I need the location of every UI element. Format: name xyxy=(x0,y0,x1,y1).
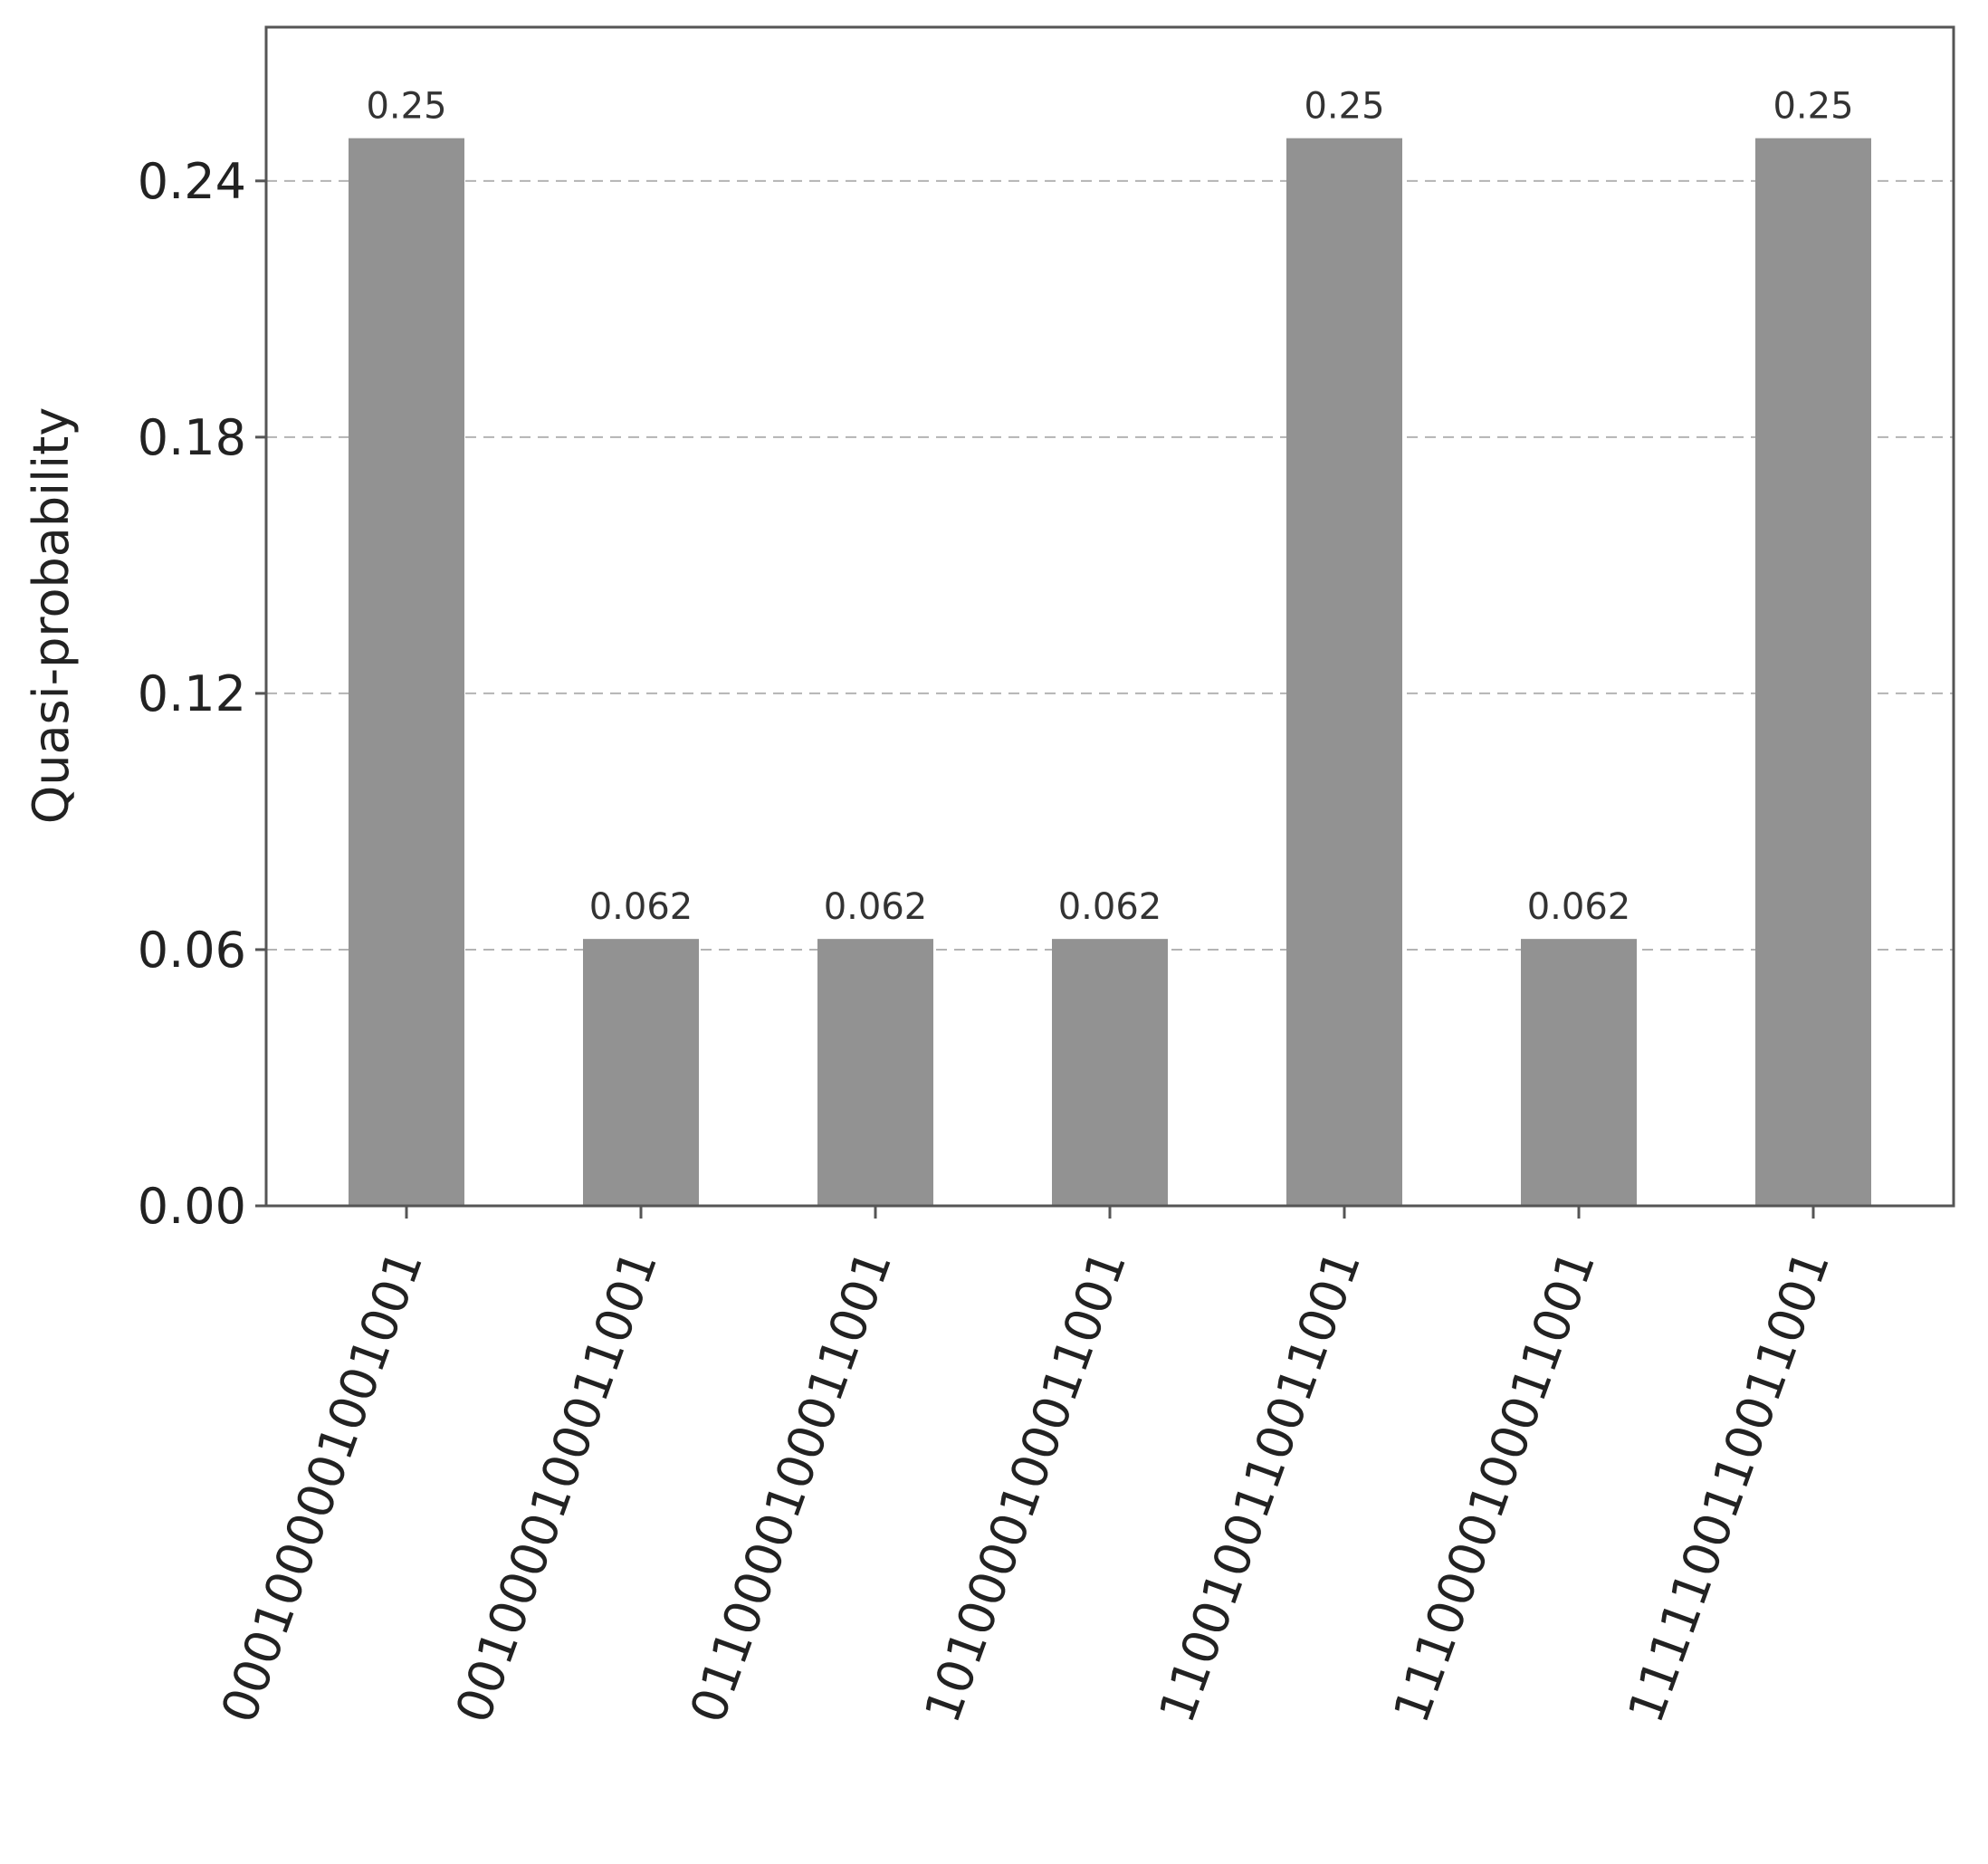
bar-value-label: 0.062 xyxy=(1058,886,1162,928)
data-labels: 0.25 0.062 0.062 0.062 0.25 0.062 0.25 xyxy=(366,86,1853,929)
bar-value-label: 0.25 xyxy=(1773,86,1853,128)
y-tick-label: 0.00 xyxy=(138,1178,246,1235)
bar xyxy=(349,138,464,1206)
y-tick-label: 0.24 xyxy=(138,153,246,210)
bar xyxy=(817,939,933,1206)
y-tick-label: 0.18 xyxy=(138,409,246,466)
x-tick-label: 1110000100011001 xyxy=(1382,1243,1606,1730)
x-tick-label: 0110000100011001 xyxy=(679,1243,903,1730)
bar-value-label: 0.25 xyxy=(1304,86,1384,128)
x-tick-label: 1111100110011001 xyxy=(1617,1243,1840,1730)
y-axis: 0.00 0.06 0.12 0.18 0.24 xyxy=(138,153,266,1235)
x-tick-label: 1100100110011001 xyxy=(1148,1243,1372,1730)
bar-value-label: 0.062 xyxy=(824,886,928,928)
y-tick-label: 0.06 xyxy=(138,922,246,979)
bar xyxy=(1755,138,1871,1206)
bar xyxy=(1052,939,1168,1206)
y-axis-title: Quasi-probability xyxy=(23,407,80,825)
x-tick-label: 0010000100011001 xyxy=(444,1243,668,1730)
bar-value-label: 0.25 xyxy=(366,86,446,128)
y-tick-label: 0.12 xyxy=(138,665,246,722)
gridlines xyxy=(266,179,1954,951)
x-tick-label: 0001000001001001 xyxy=(210,1243,434,1730)
bar xyxy=(583,939,699,1206)
x-axis: 0001000001001001 0010000100011001 01100001… xyxy=(210,1206,1840,1730)
x-tick-label: 1010000100011001 xyxy=(913,1243,1137,1730)
bar xyxy=(1521,939,1637,1206)
bar-value-label: 0.062 xyxy=(589,886,693,928)
bar-value-label: 0.062 xyxy=(1527,886,1631,928)
bar xyxy=(1286,138,1402,1206)
bars xyxy=(349,138,1871,1206)
